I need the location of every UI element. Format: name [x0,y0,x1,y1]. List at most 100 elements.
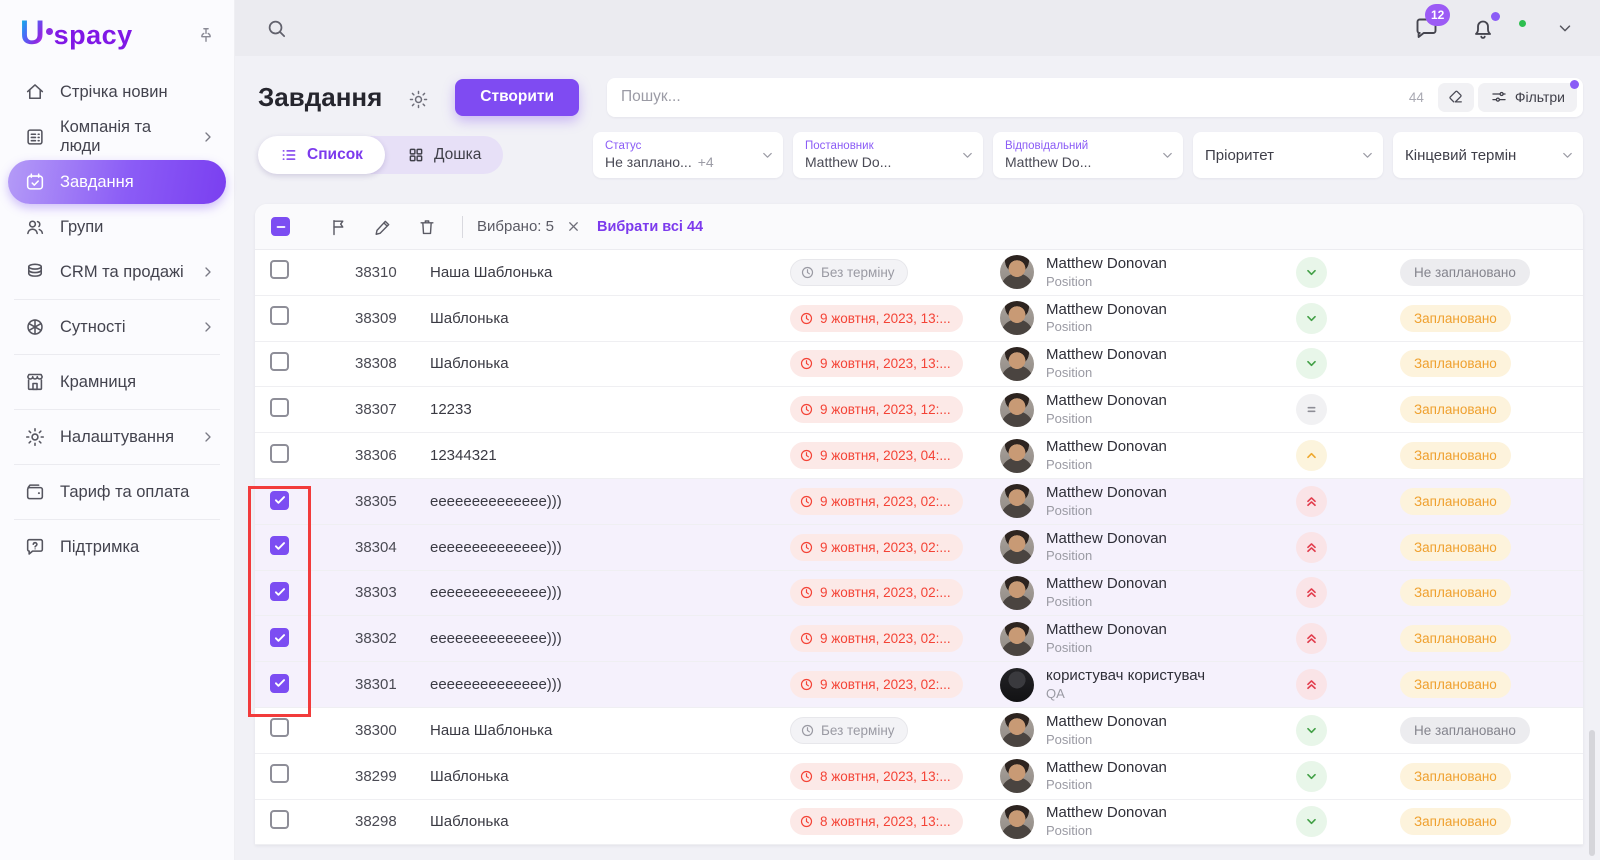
task-row[interactable]: 38302 eeeeeeeeeeeeee))) 9 жовтня, 2023, 02… [255,616,1583,663]
select-all-link[interactable]: Вибрати всі 44 [596,218,704,235]
assignee-name: Matthew Donovan [1046,621,1167,639]
row-checkbox[interactable] [270,351,289,371]
priority-low-icon[interactable] [1296,256,1327,288]
priority-high-icon[interactable] [1296,440,1327,472]
priority-urgent-icon[interactable] [1296,623,1327,655]
sidebar-item-settings[interactable]: Налаштування [8,415,226,459]
tasks-search-input[interactable] [620,88,1409,106]
filter-priority[interactable]: Пріоритет [1193,132,1383,178]
priority-low-icon[interactable] [1296,806,1327,838]
vertical-scrollbar[interactable] [1589,730,1595,856]
task-row[interactable]: 38300 Наша Шаблонька Без терміну Matthew Do… [255,707,1583,754]
row-checkbox[interactable] [270,536,289,556]
priority-urgent-icon[interactable] [1296,485,1327,517]
priority-urgent-icon[interactable] [1296,577,1327,609]
task-row[interactable]: 38307 12233 9 жовтня, 2023, 12:... Matthew … [255,387,1583,434]
row-checkbox[interactable] [270,628,289,648]
filter-status[interactable]: Статус Не заплано... +4 [593,132,783,178]
task-id: 38304 [355,538,397,556]
assignee-position: QA [1046,685,1065,701]
filter-author[interactable]: Постановник Matthew Do... [793,132,983,178]
messages-icon[interactable]: 12 [1413,3,1451,42]
deadline-badge: Без терміну [790,716,908,744]
task-row[interactable]: 38303 eeeeeeeeeeeeee))) 9 жовтня, 2023, 02… [255,570,1583,617]
create-task-button[interactable]: Створити [455,78,579,116]
sliders-icon [1490,88,1508,106]
task-name[interactable]: 12344321 [430,447,497,465]
clear-selection-icon[interactable] [566,219,581,234]
task-row[interactable]: 38310 Наша Шаблонька Без терміну Matthew Do… [255,250,1583,296]
priority-low-icon[interactable] [1296,714,1327,746]
task-row[interactable]: 38298 Шаблонька 8 жовтня, 2023, 13:... Matt… [255,799,1583,846]
task-row[interactable]: 38304 eeeeeeeeeeeeee))) 9 жовтня, 2023, 02… [255,524,1583,571]
task-name[interactable]: eeeeeeeeeeeeee))) [430,492,562,510]
priority-low-icon[interactable] [1296,348,1327,380]
task-name[interactable]: eeeeeeeeeeeeee))) [430,538,562,556]
sidebar-item-tasks[interactable]: Завдання [8,160,226,204]
global-search-icon[interactable] [265,17,288,40]
row-checkbox[interactable] [270,718,289,738]
task-name[interactable]: eeeeeeeeeeeeee))) [430,676,562,694]
task-row[interactable]: 38301 eeeeeeeeeeeeee))) 9 жовтня, 2023, 02… [255,662,1583,708]
pin-sidebar-icon[interactable] [196,25,216,45]
filter-deadline[interactable]: Кінцевий термін [1393,132,1583,178]
entities-icon [24,316,46,338]
task-name[interactable]: 12233 [430,401,472,419]
sidebar-item-store[interactable]: Крамниця [8,360,226,404]
sidebar-item-crm[interactable]: CRM та продажі [8,250,226,294]
task-name[interactable]: Шаблонька [430,309,509,327]
task-id: 38303 [355,584,397,602]
sidebar-item-support[interactable]: Підтримка [8,525,226,569]
task-name[interactable]: Наша Шаблонька [430,263,553,281]
tab-list[interactable]: Список [258,136,385,174]
delete-trash-icon[interactable] [406,211,448,243]
row-checkbox[interactable] [270,673,289,693]
profile-chevron-down-icon[interactable] [1556,19,1574,37]
select-all-checkbox[interactable] [271,217,290,236]
filters-button[interactable]: Фільтри [1477,79,1579,112]
task-row[interactable]: 38308 Шаблонька 9 жовтня, 2023, 13:... Matt… [255,341,1583,388]
priority-low-icon[interactable] [1296,760,1327,792]
deadline-badge: 9 жовтня, 2023, 12:... [790,396,963,424]
task-name[interactable]: Шаблонька [430,355,509,373]
task-name[interactable]: Шаблонька [430,813,509,831]
sidebar-item-entities[interactable]: Сутності [8,305,226,349]
row-checkbox[interactable] [270,260,289,280]
sidebar-item-company[interactable]: Компанія та люди [8,115,226,159]
flag-icon[interactable] [318,211,360,243]
assignee-position: Position [1046,594,1093,610]
row-checkbox[interactable] [270,306,289,326]
task-name[interactable]: Наша Шаблонька [430,721,553,739]
task-name[interactable]: eeeeeeeeeeeeee))) [430,630,562,648]
task-row[interactable]: 38306 12344321 9 жовтня, 2023, 04:... Matth… [255,433,1583,479]
row-checkbox[interactable] [270,809,289,829]
edit-pencil-icon[interactable] [362,211,404,243]
priority-urgent-icon[interactable] [1296,531,1327,563]
row-checkbox[interactable] [270,443,289,463]
sidebar-item-home[interactable]: Стрічка новин [8,70,226,114]
assignee-name: Matthew Donovan [1046,254,1167,272]
task-row[interactable]: 38305 eeeeeeeeeeeeee))) 9 жовтня, 2023, 02… [255,478,1583,525]
row-checkbox[interactable] [270,397,289,417]
task-name[interactable]: eeeeeeeeeeeeee))) [430,584,562,602]
sidebar-item-groups[interactable]: Групи [8,205,226,249]
priority-medium-icon[interactable] [1296,394,1327,426]
task-row[interactable]: 38299 Шаблонька 8 жовтня, 2023, 13:... Matt… [255,753,1583,800]
chevron-right-icon [200,129,216,145]
row-checkbox[interactable] [270,764,289,784]
priority-urgent-icon[interactable] [1296,669,1327,701]
logo-text: spacy [53,20,133,50]
tab-board[interactable]: Дошка [385,136,503,174]
tasks-settings-gear-icon[interactable] [408,89,429,110]
row-checkbox[interactable] [270,490,289,510]
filter-responsible[interactable]: Відповідальний Matthew Do... [993,132,1183,178]
task-row[interactable]: 38309 Шаблонька 9 жовтня, 2023, 13:... Matt… [255,295,1583,342]
clear-filters-button[interactable] [1437,82,1474,112]
uspacy-logo[interactable]: U spacy [20,16,133,51]
task-name[interactable]: Шаблонька [430,767,509,785]
priority-low-icon[interactable] [1296,302,1327,334]
row-checkbox[interactable] [270,582,289,602]
sidebar-item-label: Групи [60,217,104,236]
notifications-bell-icon[interactable] [1470,12,1500,41]
sidebar-item-billing[interactable]: Тариф та оплата [8,470,226,514]
